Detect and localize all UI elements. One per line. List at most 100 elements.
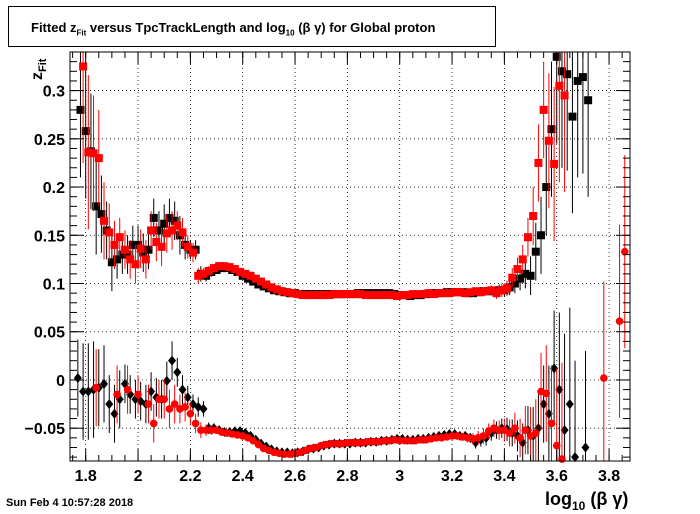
data-point	[531, 429, 540, 437]
series-3	[92, 155, 629, 463]
data-point	[92, 202, 101, 211]
data-point	[343, 438, 352, 447]
data-point	[578, 73, 587, 82]
data-point	[479, 432, 488, 440]
data-point	[225, 263, 234, 272]
data-point	[466, 288, 475, 297]
data-point	[288, 289, 297, 298]
data-point	[168, 226, 177, 235]
data-point	[110, 408, 119, 419]
data-point	[293, 290, 302, 299]
data-point	[432, 434, 441, 442]
data-point	[162, 375, 171, 386]
data-point	[531, 247, 540, 256]
data-point	[113, 390, 121, 399]
data-point	[149, 419, 158, 428]
data-point	[600, 374, 608, 382]
data-point	[416, 435, 425, 444]
y-tick-label: 0.15	[34, 228, 65, 245]
data-point	[280, 450, 289, 459]
series-0	[76, 52, 593, 301]
data-point	[160, 395, 169, 404]
data-point	[115, 233, 124, 242]
data-point	[118, 250, 127, 259]
data-point	[513, 265, 522, 274]
x-axis-title-rest: (β γ)	[585, 489, 628, 509]
chart-title: Fitted zFit versus TpcTrackLength and lo…	[31, 20, 435, 38]
data-point	[76, 105, 85, 114]
data-point	[434, 289, 443, 298]
footer-timestamp: Sun Feb 4 10:57:28 2018	[6, 497, 134, 509]
data-point	[144, 400, 153, 408]
data-point	[560, 91, 569, 100]
x-tick-label: 2.6	[284, 468, 306, 485]
y-tick-label: 0.25	[34, 132, 65, 149]
x-tick-label: 3	[395, 468, 404, 485]
data-point	[194, 271, 203, 280]
data-point	[429, 290, 438, 299]
data-point	[183, 392, 192, 403]
data-point	[298, 291, 307, 300]
chart-title-box: Fitted zFit versus TpcTrackLength and lo…	[8, 6, 496, 47]
plot-frame	[69, 51, 631, 462]
x-tick-label: 2.8	[336, 468, 358, 485]
data-point	[361, 291, 370, 300]
data-point	[173, 221, 182, 230]
data-point	[120, 245, 129, 254]
data-point	[346, 290, 354, 299]
data-point	[351, 290, 360, 299]
data-point	[220, 262, 229, 271]
data-point	[126, 255, 135, 264]
data-point	[440, 289, 449, 298]
data-point	[154, 226, 163, 235]
data-point	[516, 434, 524, 442]
data-point	[100, 216, 109, 225]
data-point	[492, 289, 501, 298]
data-point	[495, 426, 503, 434]
data-point	[314, 291, 323, 300]
y-tick-label: 0	[56, 373, 65, 390]
y-tick-label: 0.3	[43, 84, 65, 101]
data-point	[537, 231, 546, 240]
data-point	[372, 291, 381, 300]
data-point	[584, 96, 593, 105]
data-point	[149, 213, 158, 222]
title-sub-fit: Fit	[76, 28, 87, 38]
data-point	[97, 210, 106, 219]
data-point	[518, 255, 527, 264]
title-part-1: Fitted z	[31, 20, 77, 35]
x-tick-label: 3.8	[598, 468, 620, 485]
data-point	[387, 291, 396, 300]
data-point	[419, 290, 428, 299]
y-tick-label: 0.2	[43, 180, 65, 197]
data-point	[107, 258, 116, 267]
x-tick-label: 3.4	[493, 468, 515, 485]
data-point	[448, 432, 456, 440]
data-point	[406, 436, 414, 445]
data-point	[123, 385, 132, 394]
data-point	[199, 403, 208, 414]
data-point	[136, 244, 145, 253]
data-point	[319, 291, 328, 300]
data-point	[165, 405, 174, 413]
data-point	[277, 287, 286, 296]
data-point	[170, 400, 179, 408]
data-point	[403, 291, 412, 300]
data-point	[568, 112, 577, 121]
data-point	[165, 213, 174, 222]
data-point	[408, 290, 417, 299]
data-point	[272, 285, 281, 294]
data-point	[571, 452, 580, 463]
data-point	[563, 70, 572, 79]
data-point	[73, 373, 82, 384]
data-point	[144, 245, 153, 254]
data-point	[369, 437, 378, 446]
data-point	[398, 291, 407, 300]
data-point	[147, 226, 156, 235]
data-point	[162, 229, 171, 238]
y-axis-title-main: z	[29, 72, 46, 80]
data-point	[131, 260, 140, 269]
data-point	[197, 426, 205, 434]
data-point	[262, 280, 271, 289]
data-point	[254, 440, 263, 449]
